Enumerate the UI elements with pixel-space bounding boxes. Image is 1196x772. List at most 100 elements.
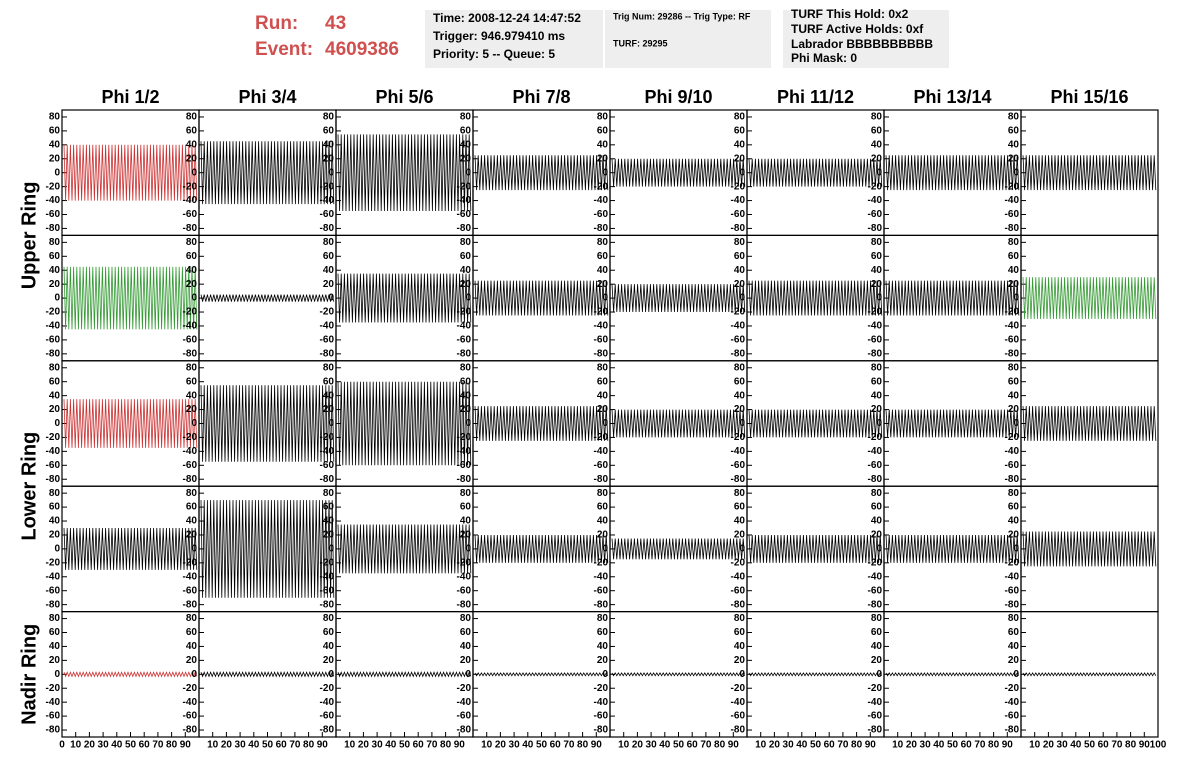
y-tick-label: 80 xyxy=(597,613,609,624)
y-tick-label: -60 xyxy=(320,209,335,220)
y-tick-label: -80 xyxy=(183,348,198,359)
y-tick-label: -60 xyxy=(594,460,609,471)
y-tick-label: 60 xyxy=(1008,502,1020,513)
y-tick-label: 0 xyxy=(1013,544,1019,555)
y-tick-label: 60 xyxy=(1008,251,1020,262)
x-tick-label: 80 xyxy=(166,740,178,751)
y-tick-label: -40 xyxy=(594,195,609,206)
x-tick-label: 70 xyxy=(152,740,164,751)
y-tick-label: 40 xyxy=(460,265,472,276)
event-number: 4609386 xyxy=(325,39,399,60)
waveform-envelope xyxy=(63,144,198,201)
x-tick-label: 30 xyxy=(1057,740,1069,751)
y-tick-label: 80 xyxy=(1008,488,1020,499)
waveform-envelope xyxy=(200,385,335,462)
y-tick-label: 40 xyxy=(323,139,335,150)
y-tick-label: -20 xyxy=(457,683,472,694)
y-tick-label: -40 xyxy=(183,321,198,332)
waveform-envelope xyxy=(611,672,746,677)
y-tick-label: -40 xyxy=(46,195,61,206)
y-tick-label: -80 xyxy=(457,474,472,485)
waveform-envelope xyxy=(474,534,609,563)
column-title: Phi 15/16 xyxy=(1050,87,1128,107)
ring-label: Lower Ring xyxy=(18,432,40,541)
y-tick-label: 80 xyxy=(460,112,472,123)
column-title: Phi 5/6 xyxy=(375,87,433,107)
y-tick-label: 80 xyxy=(323,488,335,499)
y-tick-label: -40 xyxy=(731,321,746,332)
y-tick-label: -20 xyxy=(320,432,335,443)
y-tick-label: -40 xyxy=(594,571,609,582)
x-tick-label: 30 xyxy=(98,740,110,751)
y-tick-label: -60 xyxy=(868,711,883,722)
y-tick-label: -60 xyxy=(457,460,472,471)
y-tick-label: 80 xyxy=(323,362,335,373)
y-tick-label: 40 xyxy=(734,265,746,276)
x-tick-label: 60 xyxy=(139,740,151,751)
y-tick-label: -20 xyxy=(731,181,746,192)
y-tick-label: -40 xyxy=(868,571,883,582)
column-title: Phi 7/8 xyxy=(512,87,570,107)
y-tick-label: 60 xyxy=(1008,627,1020,638)
y-tick-label: 0 xyxy=(54,418,60,429)
y-tick-label: 60 xyxy=(460,376,472,387)
y-tick-label: -80 xyxy=(1005,725,1020,736)
x-tick-label: 30 xyxy=(372,740,384,751)
y-tick-label: -80 xyxy=(183,725,198,736)
y-tick-label: 0 xyxy=(465,167,471,178)
y-tick-label: -80 xyxy=(1005,474,1020,485)
y-tick-label: 40 xyxy=(1008,390,1020,401)
waveform-envelope xyxy=(200,500,335,598)
x-tick-label: 50 xyxy=(399,740,411,751)
event-label: Event: xyxy=(255,39,313,60)
y-tick-label: 20 xyxy=(597,404,609,415)
y-tick-label: -60 xyxy=(594,711,609,722)
y-tick-label: -40 xyxy=(1005,446,1020,457)
x-tick-label: 50 xyxy=(1084,740,1096,751)
x-tick-label: 80 xyxy=(440,740,452,751)
y-tick-label: 80 xyxy=(1008,112,1020,123)
y-tick-label: 60 xyxy=(323,502,335,513)
y-tick-label: 80 xyxy=(734,488,746,499)
y-tick-label: 0 xyxy=(328,293,334,304)
y-tick-label: -40 xyxy=(731,697,746,708)
y-tick-label: -60 xyxy=(457,711,472,722)
y-tick-label: -20 xyxy=(183,307,198,318)
y-tick-label: -60 xyxy=(594,335,609,346)
y-tick-label: 20 xyxy=(49,404,61,415)
y-tick-label: -20 xyxy=(46,432,61,443)
y-tick-label: -60 xyxy=(183,209,198,220)
y-tick-label: -60 xyxy=(594,209,609,220)
x-tick-label: 10 xyxy=(207,740,219,751)
waveform-envelope xyxy=(748,158,883,187)
x-tick-label: 10 xyxy=(344,740,356,751)
y-tick-label: 40 xyxy=(49,641,61,652)
x-tick-label: 60 xyxy=(961,740,973,751)
y-tick-label: 80 xyxy=(871,362,883,373)
y-tick-label: 80 xyxy=(49,237,61,248)
x-tick-label: 40 xyxy=(111,740,123,751)
waveform-envelope xyxy=(885,534,1020,563)
y-tick-label: 60 xyxy=(597,627,609,638)
run-number: 43 xyxy=(325,13,346,34)
y-tick-label: -20 xyxy=(731,683,746,694)
y-tick-label: 40 xyxy=(460,641,472,652)
x-tick-label: 40 xyxy=(659,740,671,751)
x-tick-label: 90 xyxy=(317,740,329,751)
waveform-envelope xyxy=(337,524,472,574)
y-tick-label: -80 xyxy=(320,725,335,736)
y-tick-label: 40 xyxy=(186,516,198,527)
x-tick-label: 30 xyxy=(235,740,247,751)
ring-label: Nadir Ring xyxy=(18,624,40,725)
y-tick-label: 40 xyxy=(871,641,883,652)
y-tick-label: 40 xyxy=(734,516,746,527)
y-tick-label: 80 xyxy=(871,488,883,499)
y-tick-label: 0 xyxy=(876,167,882,178)
x-tick-label: 60 xyxy=(550,740,562,751)
y-tick-label: 20 xyxy=(871,404,883,415)
y-tick-label: 20 xyxy=(734,530,746,541)
y-tick-label: 20 xyxy=(597,530,609,541)
y-tick-label: -80 xyxy=(1005,223,1020,234)
y-tick-label: 20 xyxy=(871,530,883,541)
